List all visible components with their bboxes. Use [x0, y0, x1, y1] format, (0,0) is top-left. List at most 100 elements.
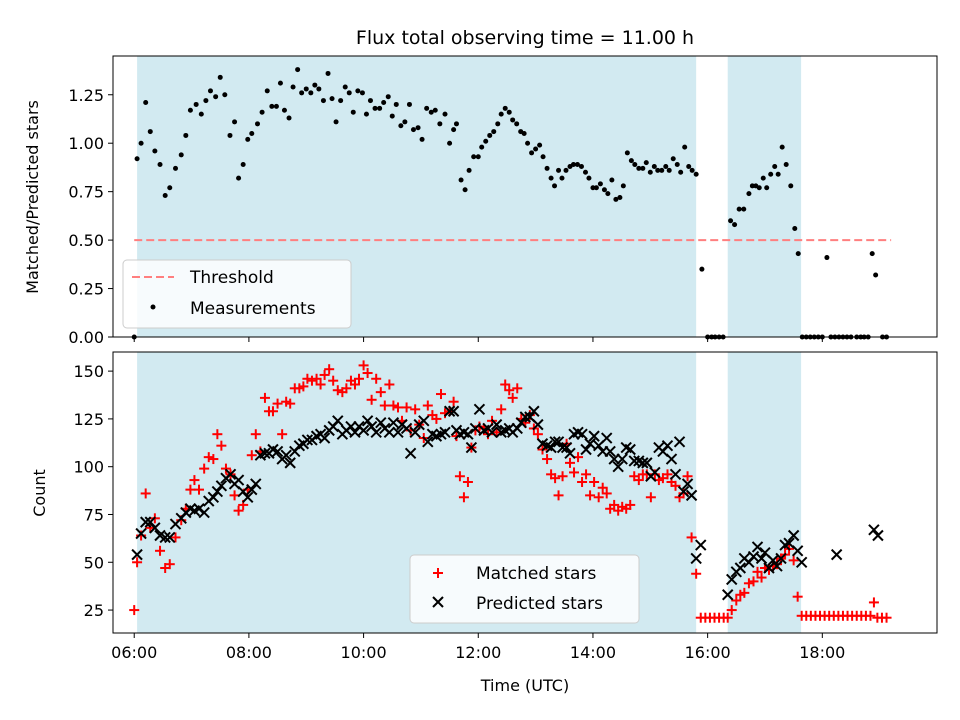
predicted-star-point: [301, 434, 314, 446]
measurement-point: [556, 167, 562, 173]
predicted-star-point: [560, 441, 573, 454]
matched-star-point: [220, 463, 231, 474]
predicted-star-point: [751, 541, 764, 553]
measurement-point: [372, 105, 378, 111]
matched-star-point: [324, 364, 335, 375]
predicted-star-point: [361, 415, 374, 427]
y-tick-label: 75: [84, 505, 104, 524]
matched-star-point: [285, 398, 296, 409]
measurement-point: [609, 177, 615, 183]
measurement-point: [281, 107, 287, 113]
y-tick-label: 25: [84, 601, 104, 620]
x-tick-label: 06:00: [111, 643, 157, 662]
measurement-point: [273, 103, 279, 109]
measurement-point: [410, 127, 416, 133]
predicted-star-point: [462, 428, 474, 440]
measurement-point: [232, 119, 238, 125]
matched-star-point: [581, 469, 592, 480]
predicted-star-point: [775, 552, 787, 565]
measurement-point: [686, 163, 692, 169]
predicted-star-point: [681, 478, 694, 490]
shaded-region-2: [727, 352, 802, 633]
predicted-star-point: [673, 436, 686, 448]
measurement-point: [178, 152, 184, 158]
measurement-point: [574, 162, 580, 168]
top-axes-frame: [112, 55, 938, 338]
measurement-point: [466, 167, 472, 173]
predicted-star-point: [795, 556, 808, 568]
predicted-star-point: [422, 436, 434, 448]
measurement-point: [471, 154, 477, 160]
predicted-star-point: [564, 447, 576, 460]
matched-star-point: [136, 530, 147, 541]
x-tick-label: 14:00: [570, 643, 616, 662]
predicted-star-point: [661, 439, 674, 452]
predicted-star-point: [418, 415, 430, 427]
matched-star-point: [670, 480, 681, 491]
measurement-point: [350, 109, 356, 115]
measurement-point: [329, 96, 335, 102]
predicted-star-point: [207, 491, 220, 503]
matched-star-point: [332, 385, 343, 396]
measurement-point: [346, 90, 352, 96]
predicted-star-point: [511, 422, 523, 435]
predicted-star-point: [576, 428, 588, 440]
measurement-point: [453, 121, 459, 127]
measurement-point: [772, 163, 778, 169]
matched-star-point: [371, 373, 382, 384]
measurement-point: [451, 127, 457, 133]
predicted-star-point: [135, 527, 147, 540]
measurement-point: [147, 129, 153, 135]
matched-star-point: [353, 373, 364, 384]
measurement-point: [768, 171, 774, 177]
measurement-point: [593, 185, 599, 191]
measurement-point: [540, 154, 546, 160]
measurement-point: [651, 163, 657, 169]
measurement-point: [537, 142, 543, 148]
measurement-point: [402, 119, 408, 125]
y-tick-label: 0.75: [68, 183, 104, 202]
measurement-point: [381, 100, 387, 106]
predicted-star-point: [665, 453, 678, 465]
matched-star-point: [597, 482, 608, 493]
predicted-star-point: [726, 573, 738, 586]
predicted-star-point: [519, 411, 531, 423]
measurement-point: [487, 132, 493, 138]
predicted-star-point: [580, 443, 592, 456]
bottom-legend: Matched stars Predicted stars: [409, 554, 640, 624]
measurement-point: [187, 107, 193, 113]
matched-star-point: [379, 400, 390, 411]
measurement-point: [514, 121, 520, 127]
measurement-point: [666, 167, 672, 173]
measurement-point: [749, 183, 755, 189]
matched-star-point: [557, 471, 568, 482]
measurement-point: [578, 163, 584, 169]
matched-star-point: [542, 454, 553, 465]
predicted-star-point: [284, 457, 296, 469]
measurement-point: [563, 167, 569, 173]
measurement-point: [670, 156, 676, 162]
measurement-point: [447, 140, 453, 146]
matched-star-point: [748, 576, 759, 587]
measurement-point: [659, 167, 665, 173]
matched-star-point: [752, 566, 763, 577]
matched-star-point: [881, 612, 892, 623]
predicted-star-point: [695, 539, 707, 551]
top-legend: Threshold Measurements: [122, 259, 352, 329]
matched-star-point: [341, 383, 352, 394]
matched-star-point: [272, 398, 283, 409]
y-tick-label: 125: [73, 410, 104, 429]
predicted-star-point: [383, 426, 396, 438]
measurement-point: [203, 98, 209, 104]
measurement-point: [458, 177, 464, 183]
measurement-point: [597, 181, 603, 187]
predicted-star-point: [552, 436, 565, 448]
matched-star-point: [532, 429, 543, 440]
matched-star-point: [170, 532, 181, 543]
measurement-point: [359, 90, 365, 96]
predicted-star-point: [224, 468, 237, 481]
predicted-star-point: [641, 457, 653, 469]
measurement-point: [320, 98, 326, 104]
predicted-star-point: [443, 405, 456, 417]
matched-star-point: [216, 440, 227, 451]
